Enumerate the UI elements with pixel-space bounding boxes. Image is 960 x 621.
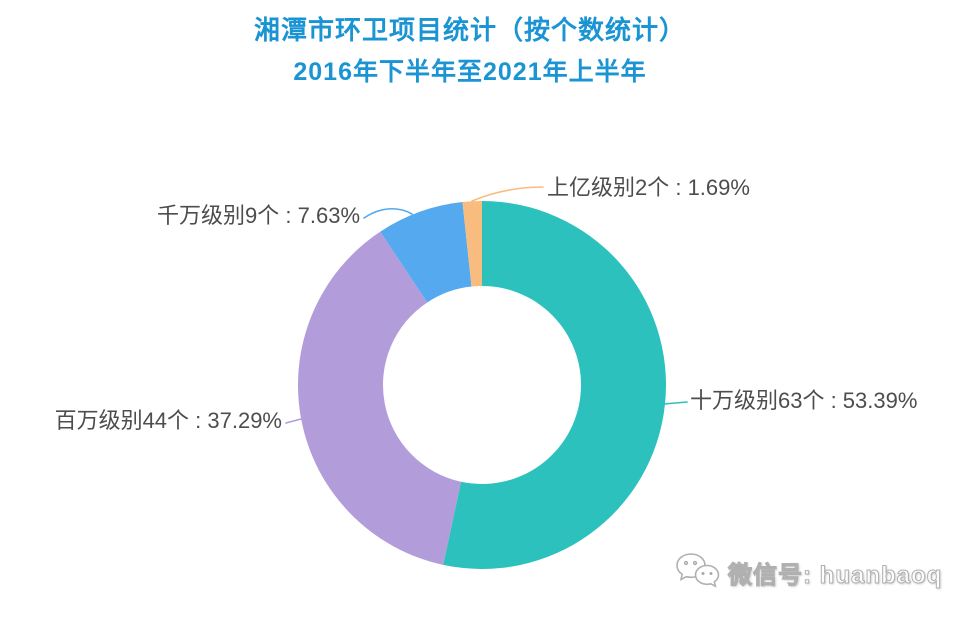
wechat-icon [676,553,720,588]
label-line-上亿级别 [471,186,544,202]
pie-slice-上亿级别[interactable] [462,201,483,287]
label-line-百万级别 [285,418,302,424]
slice-label-10million-level: 千万级别9个 : 7.63% [157,202,360,228]
label-line-十万级别 [663,401,688,405]
pie-slice-十万级别[interactable] [443,201,667,570]
slice-label-100k-level: 十万级别63个 : 53.39% [690,387,918,413]
label-line-千万级别 [363,208,413,219]
pie-slice-千万级别[interactable] [380,202,472,303]
chart-title: 湘潭市环卫项目统计（按个数统计） [253,15,686,45]
slice-label-million-level: 百万级别44个 : 37.29% [54,407,282,433]
chart-header: 湘潭市环卫项目统计（按个数统计） 2016年下半年至2021年上半年 [0,15,940,87]
watermark-text: 微信号: huanbaoq [727,561,943,589]
slice-label-100million-level: 上亿级别2个 : 1.69% [547,174,750,200]
pie-slice-百万级别[interactable] [298,231,462,565]
watermark: 微信号: huanbaoq [674,551,942,593]
chart-subtitle: 2016年下半年至2021年上半年 [293,58,647,86]
